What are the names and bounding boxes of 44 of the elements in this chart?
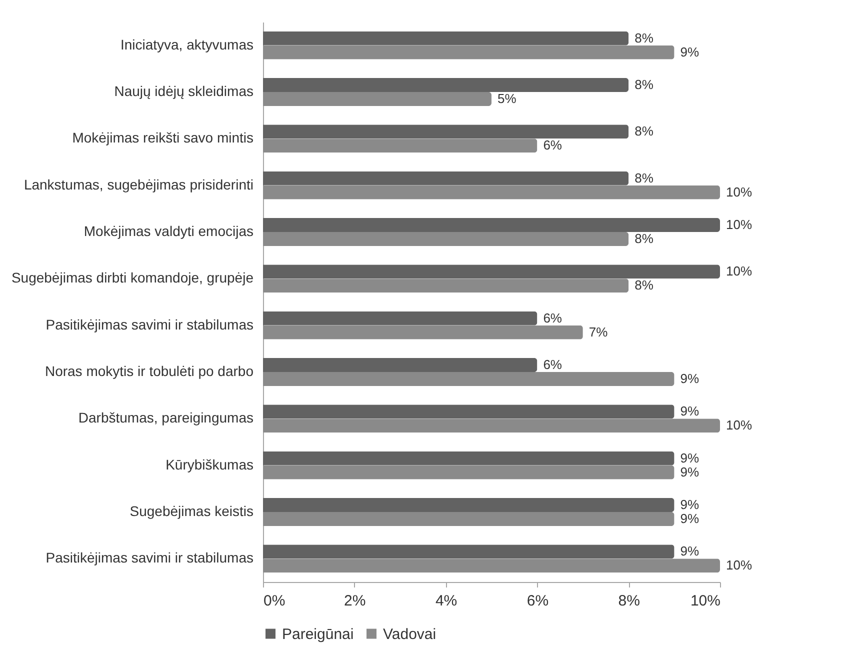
x-tick-label: 10% bbox=[690, 592, 720, 610]
data-label: 8% bbox=[634, 77, 654, 92]
data-label: 6% bbox=[543, 310, 562, 326]
y-tick-label: Sugebėjimas dirbti komandoje, grupėje bbox=[11, 270, 254, 286]
data-label: 10% bbox=[726, 418, 752, 433]
data-label: 6% bbox=[543, 138, 562, 153]
y-tick-label: Lankstumas, sugebėjimas prisiderinti bbox=[24, 176, 254, 192]
data-label: 9% bbox=[680, 544, 700, 559]
y-tick-label: Mokėjimas reikšti savo mintis bbox=[72, 130, 254, 146]
data-label: 9% bbox=[680, 497, 700, 512]
data-label: 8% bbox=[634, 170, 654, 186]
data-label: 7% bbox=[588, 324, 608, 340]
legend-label: Vadovai bbox=[383, 626, 436, 643]
y-tick-label: Mokėjimas valdyti emocijas bbox=[84, 223, 254, 239]
x-tick-label: 8% bbox=[618, 592, 640, 610]
data-label: 9% bbox=[680, 404, 700, 419]
x-tick-label: 4% bbox=[435, 592, 458, 610]
x-tick-label: 2% bbox=[344, 592, 366, 610]
data-label: 8% bbox=[634, 231, 654, 246]
data-label: 9% bbox=[680, 371, 700, 386]
y-tick-label: Naujų idėjų skleidimas bbox=[114, 83, 254, 99]
data-label: 9% bbox=[680, 44, 700, 60]
y-tick-label: Kūrybiškumas bbox=[166, 456, 254, 472]
y-tick-label: Iniciatyva, aktyvumas bbox=[120, 36, 254, 52]
data-label: 8% bbox=[634, 124, 654, 139]
data-label: 9% bbox=[680, 464, 700, 480]
y-tick-label: Sugebėjimas keistis bbox=[130, 503, 254, 519]
data-label: 10% bbox=[726, 184, 752, 200]
data-label: 6% bbox=[543, 357, 562, 372]
y-tick-label: Pasitikėjimas savimi ir stabilumas bbox=[46, 316, 254, 332]
data-label: 9% bbox=[680, 450, 700, 466]
x-tick-label: 6% bbox=[526, 592, 549, 610]
data-label: 8% bbox=[634, 278, 654, 293]
x-tick-label: 0% bbox=[264, 592, 286, 610]
legend-label: Pareigūnai bbox=[282, 626, 354, 643]
data-label: 9% bbox=[680, 511, 700, 526]
y-tick-label: Pasitikėjimas savimi ir stabilumas bbox=[46, 550, 254, 566]
data-label: 5% bbox=[498, 91, 517, 106]
data-label: 8% bbox=[634, 30, 654, 46]
y-tick-label: Darbštumas, pareigingumas bbox=[78, 410, 254, 426]
y-tick-label: Noras mokytis ir tobulėti po darbo bbox=[44, 363, 254, 379]
data-label: 10% bbox=[726, 217, 752, 232]
data-label: 10% bbox=[726, 558, 752, 573]
data-label: 10% bbox=[726, 264, 752, 279]
